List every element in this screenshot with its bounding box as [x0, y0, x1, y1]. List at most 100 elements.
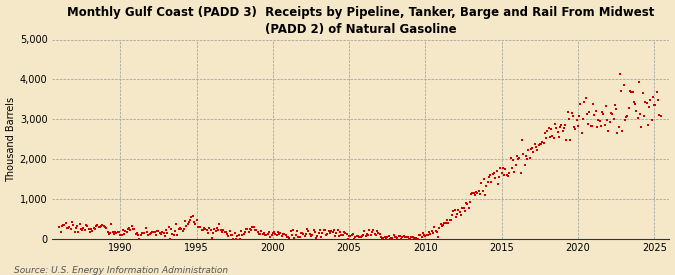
Point	[143, 233, 154, 237]
Point	[406, 235, 416, 239]
Point	[575, 101, 586, 106]
Point	[580, 96, 591, 101]
Point	[548, 136, 559, 140]
Point	[173, 227, 184, 231]
Point	[486, 180, 497, 184]
Point	[639, 114, 649, 119]
Point	[418, 233, 429, 238]
Text: Source: U.S. Energy Information Administration: Source: U.S. Energy Information Administ…	[14, 266, 227, 275]
Point	[323, 229, 334, 233]
Point	[69, 230, 80, 234]
Point	[387, 235, 398, 240]
Point	[132, 231, 142, 236]
Point	[624, 89, 635, 93]
Point	[329, 227, 340, 232]
Point	[555, 125, 566, 130]
Point	[402, 235, 413, 239]
Point	[321, 233, 331, 237]
Point	[276, 233, 287, 238]
Point	[83, 227, 94, 231]
Point	[636, 125, 647, 130]
Point	[57, 224, 68, 228]
Point	[528, 150, 539, 155]
Point	[456, 213, 466, 217]
Point	[194, 225, 205, 229]
Point	[587, 124, 597, 128]
Point	[100, 225, 111, 229]
Point	[162, 231, 173, 235]
Point	[185, 217, 196, 222]
Point	[382, 234, 393, 239]
Point	[234, 236, 245, 241]
Point	[585, 124, 596, 128]
Point	[340, 231, 351, 235]
Point	[564, 117, 574, 121]
Point	[640, 100, 651, 104]
Point	[188, 214, 198, 218]
Point	[579, 100, 590, 104]
Point	[215, 228, 226, 232]
Point	[105, 231, 115, 235]
Point	[427, 230, 438, 235]
Point	[613, 125, 624, 130]
Point	[472, 191, 483, 196]
Point	[161, 228, 171, 232]
Point	[352, 233, 363, 238]
Point	[499, 173, 510, 177]
Point	[207, 236, 217, 240]
Point	[155, 232, 166, 237]
Point	[405, 236, 416, 241]
Point	[372, 229, 383, 233]
Point	[348, 232, 358, 236]
Point	[158, 231, 169, 236]
Point	[241, 227, 252, 232]
Point	[237, 233, 248, 238]
Point	[274, 231, 285, 236]
Point	[373, 231, 384, 235]
Point	[248, 225, 259, 229]
Point	[483, 174, 494, 179]
Point	[568, 114, 578, 119]
Point	[621, 115, 632, 120]
Point	[569, 125, 580, 130]
Point	[217, 230, 227, 234]
Point	[247, 225, 258, 230]
Point	[462, 202, 472, 207]
Point	[219, 230, 230, 235]
Point	[423, 232, 433, 237]
Point	[479, 177, 489, 181]
Point	[146, 230, 157, 234]
Point	[129, 227, 140, 231]
Point	[502, 173, 512, 177]
Point	[389, 235, 400, 239]
Point	[463, 206, 474, 210]
Point	[299, 233, 310, 238]
Point	[221, 230, 232, 235]
Point	[312, 233, 323, 238]
Point	[84, 230, 95, 234]
Point	[257, 232, 268, 236]
Point	[495, 166, 506, 170]
Point	[201, 227, 212, 232]
Point	[332, 228, 343, 232]
Point	[190, 222, 200, 227]
Point	[122, 227, 133, 231]
Point	[562, 110, 573, 115]
Point	[593, 118, 603, 122]
Point	[333, 233, 344, 238]
Point	[79, 228, 90, 232]
Point	[531, 145, 541, 149]
Point	[231, 236, 242, 241]
Point	[566, 111, 577, 115]
Point	[280, 233, 291, 237]
Point	[319, 228, 329, 232]
Point	[115, 233, 126, 237]
Point	[204, 226, 215, 230]
Point	[397, 235, 408, 239]
Point	[86, 227, 97, 231]
Point	[653, 97, 664, 102]
Point	[99, 224, 109, 228]
Point	[73, 230, 84, 234]
Point	[293, 235, 304, 239]
Point	[589, 113, 600, 117]
